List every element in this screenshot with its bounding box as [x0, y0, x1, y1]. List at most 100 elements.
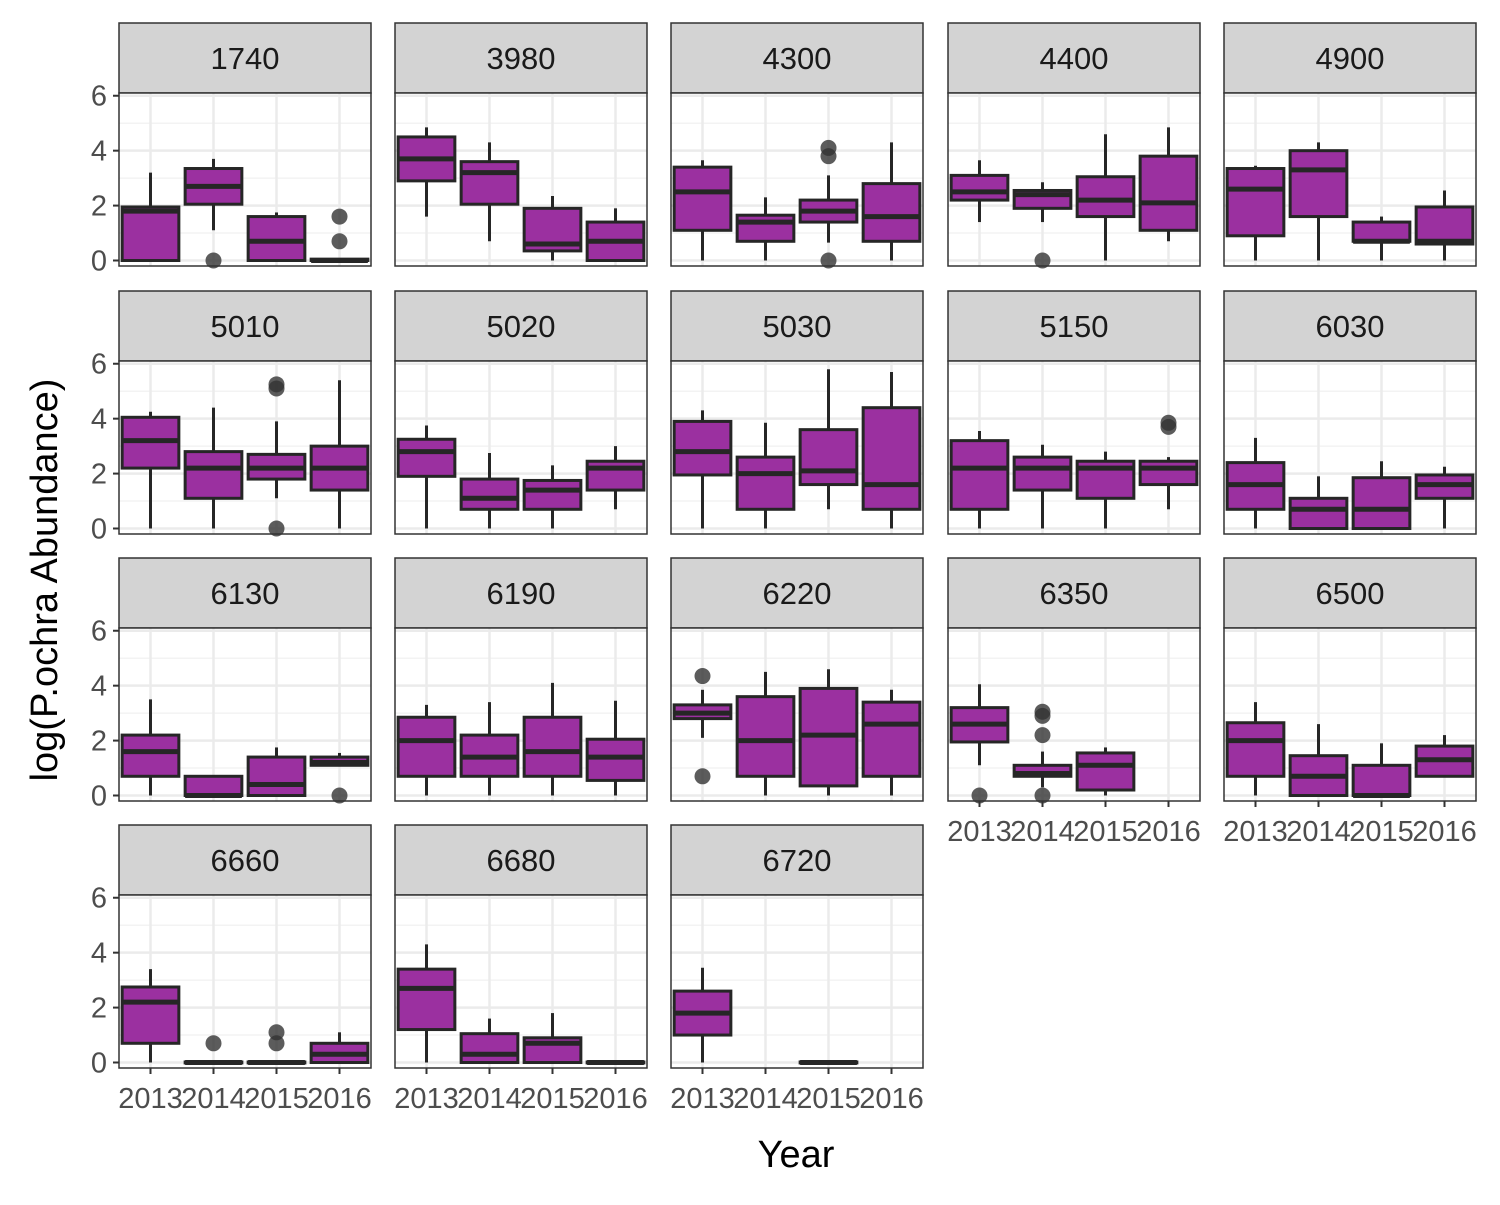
- box-1740-2014: [183, 158, 244, 269]
- box-6680-2015: [522, 1013, 583, 1065]
- box-outlier: [1034, 252, 1051, 269]
- y-tick-label: 0: [91, 781, 107, 813]
- facet-panel-6030: 6030: [1223, 290, 1477, 535]
- box-5150-2016: [1138, 414, 1199, 510]
- box-body: [861, 700, 922, 778]
- x-tick-label: 2014: [457, 1083, 522, 1115]
- box-outlier: [331, 233, 348, 250]
- box-6500-2015: [1351, 743, 1412, 799]
- box-body: [735, 695, 796, 778]
- box-outlier: [331, 208, 348, 225]
- box-6220-2014: [735, 671, 796, 796]
- facet-panel-5030: 5030: [670, 290, 924, 535]
- box-6680-2014: [459, 1018, 520, 1065]
- facet-panel-4300: 4300: [670, 22, 924, 269]
- box-outlier: [1034, 703, 1051, 720]
- box-6500-2016: [1414, 735, 1475, 778]
- box-4900-2016: [1414, 190, 1475, 261]
- box-6220-2015: [798, 669, 859, 796]
- facet-strip-label: 4300: [763, 41, 832, 76]
- box-body: [120, 733, 181, 778]
- box-4900-2013: [1225, 165, 1286, 261]
- box-6660-2014: [183, 1035, 244, 1066]
- box-6130-2016: [309, 752, 370, 804]
- box-6130-2015: [246, 747, 307, 798]
- box-body: [949, 173, 1010, 202]
- box-5030-2014: [735, 422, 796, 529]
- y-tick-label: 0: [91, 514, 107, 546]
- x-tick-label: 2016: [1136, 816, 1201, 848]
- y-tick-label: 0: [91, 246, 107, 278]
- box-6660-2015: [246, 1024, 307, 1066]
- box-6030-2014: [1288, 476, 1349, 531]
- box-body: [1288, 496, 1349, 531]
- panel-border: [670, 360, 924, 535]
- x-tick-label: 2016: [859, 1083, 924, 1115]
- box-1740-2015: [246, 212, 307, 263]
- box-4400-2015: [1075, 134, 1136, 261]
- panel-border: [670, 627, 924, 802]
- box-outlier: [205, 252, 222, 269]
- x-tick-label: 2013: [1223, 816, 1288, 848]
- panel-border: [118, 360, 372, 535]
- panel-background: [671, 895, 923, 1068]
- box-5010-2014: [183, 407, 244, 529]
- box-body: [246, 755, 307, 798]
- box-outlier: [694, 668, 711, 685]
- box-4300-2016: [861, 142, 922, 261]
- x-tick-label: 2014: [181, 1083, 246, 1115]
- facet-strip: [394, 557, 648, 629]
- facet-strip-label: 6680: [487, 843, 556, 878]
- x-axis-title: Year: [758, 1134, 835, 1176]
- facet-strip-label: 6190: [487, 576, 556, 611]
- facet-strip-label: 1740: [211, 41, 280, 76]
- box-body: [1138, 459, 1199, 487]
- box-outlier: [331, 787, 348, 804]
- box-5010-2016: [309, 380, 370, 529]
- box-outlier: [1034, 727, 1051, 744]
- box-body: [396, 967, 457, 1032]
- facet-strip: [118, 557, 372, 629]
- box-outlier: [1160, 414, 1177, 431]
- box-body: [120, 205, 181, 263]
- facet-strip: [947, 557, 1201, 629]
- box-outlier: [1034, 787, 1051, 804]
- box-body: [120, 985, 181, 1045]
- facet-strip-label: 5150: [1040, 309, 1109, 344]
- box-body: [183, 450, 244, 500]
- panel-border: [670, 894, 924, 1069]
- box-6130-2014: [183, 774, 244, 799]
- facet-strip-label: 6220: [763, 576, 832, 611]
- box-body: [183, 774, 244, 798]
- box-body: [1138, 154, 1199, 232]
- box-4400-2014: [1012, 182, 1073, 269]
- box-5020-2014: [459, 452, 520, 529]
- box-6130-2013: [120, 699, 181, 796]
- box-5030-2015: [798, 369, 859, 510]
- box-5020-2016: [585, 446, 646, 510]
- y-tick-label: 4: [91, 136, 107, 168]
- box-outlier: [268, 376, 285, 393]
- box-6190-2015: [522, 682, 583, 796]
- facet-panel-3980: 3980: [394, 22, 648, 267]
- y-tick-label: 4: [91, 671, 107, 703]
- box-body: [459, 1032, 520, 1065]
- box-5030-2016: [861, 371, 922, 529]
- facet-strip-label: 5020: [487, 309, 556, 344]
- x-tick-label: 2013: [670, 1083, 735, 1115]
- box-body: [585, 737, 646, 782]
- y-tick-label: 2: [91, 459, 107, 491]
- panel-border: [118, 627, 372, 802]
- box-6680-2016: [585, 1060, 646, 1066]
- facet-panel-1740: 1740 0 2 4 6: [91, 22, 372, 278]
- box-6220-2016: [861, 689, 922, 796]
- box-outlier: [820, 139, 837, 156]
- facet-strip-label: 6500: [1316, 576, 1385, 611]
- box-6660-2013: [120, 969, 181, 1063]
- facet-panel-5150: 5150: [947, 290, 1201, 535]
- panel-border: [394, 92, 648, 267]
- facet-strip: [947, 290, 1201, 362]
- panel-border: [947, 92, 1201, 267]
